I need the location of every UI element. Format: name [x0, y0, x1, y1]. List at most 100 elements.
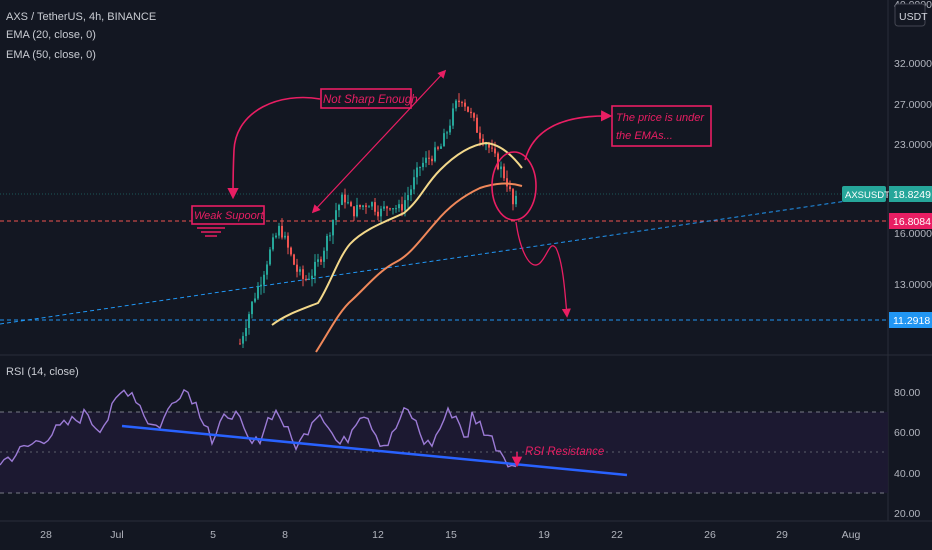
- candle-body: [419, 167, 421, 169]
- price-tick: 23.0000: [894, 139, 932, 151]
- candle-body: [263, 274, 265, 285]
- target-price-tag: [889, 312, 932, 328]
- candle-body: [443, 133, 445, 147]
- rsi-tick: 60.00: [894, 427, 920, 439]
- candle-body: [362, 205, 364, 207]
- candle-body: [359, 204, 361, 207]
- candle-body: [407, 195, 409, 201]
- not-sharp-arrow: [311, 69, 447, 214]
- candle-body: [377, 211, 379, 217]
- candle-body: [506, 178, 508, 187]
- candle-body: [368, 206, 370, 208]
- candle-body: [350, 202, 352, 207]
- candle-body: [461, 102, 463, 104]
- candle-body: [494, 148, 496, 154]
- candle-body: [356, 204, 358, 217]
- candle-body: [299, 269, 301, 272]
- candle-body: [464, 102, 466, 107]
- not-sharp-box: [320, 88, 412, 109]
- candle-body: [254, 298, 256, 302]
- rsi-legend[interactable]: RSI (14, close): [6, 366, 79, 378]
- price-axis[interactable]: 40.0000 32.0000 27.0000 23.0000 16.0000 …: [894, 0, 932, 291]
- candle-body: [473, 113, 475, 118]
- time-tick: 5: [210, 529, 216, 541]
- price-note-line2: the EMAs...: [616, 130, 673, 142]
- candle-body: [317, 259, 319, 262]
- price-tick: 16.0000: [894, 228, 932, 240]
- candle-body: [404, 200, 406, 211]
- time-axis[interactable]: 28 Jul 5 8 12 15 19 22 26 29 Aug: [40, 529, 860, 541]
- candle-body: [491, 147, 493, 149]
- candle-body: [380, 208, 382, 217]
- candle-body: [434, 147, 436, 162]
- candle-body: [341, 194, 343, 205]
- ema50-legend[interactable]: EMA (50, close, 0): [6, 49, 96, 61]
- candle-body: [458, 100, 460, 103]
- rsi-tick: 80.00: [894, 387, 920, 399]
- symbol-tag: [842, 186, 886, 202]
- candle-body: [290, 247, 292, 255]
- candle-body: [395, 208, 397, 210]
- time-tick: 22: [611, 529, 623, 541]
- time-tick: 12: [372, 529, 384, 541]
- symbol-legend[interactable]: AXS / TetherUS, 4h, BINANCE: [6, 11, 157, 23]
- candle-body: [428, 157, 430, 159]
- candle-body: [242, 336, 244, 344]
- candle-body: [479, 132, 481, 139]
- rsi-tick: 20.00: [894, 508, 920, 520]
- candle-body: [272, 237, 274, 250]
- candle-body: [503, 166, 505, 179]
- annotations: [197, 69, 613, 468]
- current-price-label: 18.8249: [893, 189, 931, 201]
- time-tick: 29: [776, 529, 788, 541]
- rsi-axis[interactable]: 80.00 60.00 40.00 20.00: [894, 387, 920, 520]
- currency-badge-label: USDT: [899, 11, 928, 23]
- note-arrow: [524, 110, 613, 161]
- candle-body: [413, 177, 415, 190]
- candle-body: [398, 204, 400, 209]
- candle-body: [302, 269, 304, 279]
- candle-body: [323, 250, 325, 262]
- price-circle: [491, 151, 537, 221]
- candle-body: [470, 111, 472, 114]
- price-tick: 13.0000: [894, 279, 932, 291]
- ema20-line[interactable]: [271, 141, 523, 326]
- candle-body: [314, 261, 316, 276]
- candle-body: [467, 106, 469, 112]
- candle-body: [245, 327, 247, 337]
- time-tick: 28: [40, 529, 52, 541]
- time-tick: 8: [282, 529, 288, 541]
- rsi-resistance-label: RSI Resistance: [525, 446, 604, 458]
- candle-body: [353, 206, 355, 217]
- weak-support-arrow: [227, 96, 321, 200]
- ema20-legend[interactable]: EMA (20, close, 0): [6, 29, 96, 41]
- candle-body: [476, 117, 478, 133]
- candle-body: [515, 195, 517, 205]
- candle-body: [482, 138, 484, 144]
- candle-body: [269, 249, 271, 265]
- candle-body: [287, 235, 289, 248]
- candle-body: [389, 208, 391, 210]
- candle-body: [332, 219, 334, 236]
- candle-body: [401, 204, 403, 211]
- current-price-tag: [889, 186, 932, 202]
- currency-badge[interactable]: [894, 3, 926, 27]
- support-price-label: 16.8084: [893, 216, 931, 228]
- candle-body: [431, 158, 433, 162]
- symbol-tag-label: AXSUSDT: [845, 190, 890, 201]
- rsi-tick: 40.00: [894, 468, 920, 480]
- time-tick: Aug: [842, 529, 861, 541]
- candle-body: [293, 254, 295, 265]
- candle-body: [488, 143, 490, 148]
- candle-body: [512, 189, 514, 205]
- rsi-trendline[interactable]: [121, 424, 628, 477]
- candle-body: [257, 286, 259, 299]
- time-tick: 26: [704, 529, 716, 541]
- rising-trendline[interactable]: [0, 194, 889, 325]
- candle-body: [326, 235, 328, 251]
- candle-body: [281, 225, 283, 238]
- candle-body: [335, 210, 337, 220]
- ema50-line[interactable]: [315, 182, 523, 353]
- candle-body: [425, 157, 427, 163]
